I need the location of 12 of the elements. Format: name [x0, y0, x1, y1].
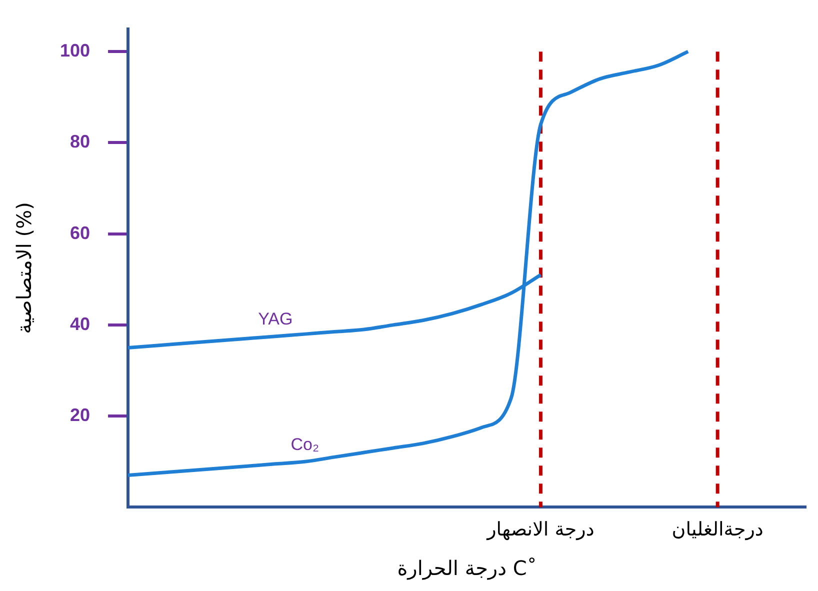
series-label: Co₂ [290, 434, 320, 454]
y-tick-label: 20 [70, 405, 90, 426]
y-tick-label: 60 [70, 222, 90, 243]
y-axis-title: الامتصاصية (%) [12, 202, 36, 334]
x-axis-title: درجة الحرارة C˚ [397, 556, 537, 580]
y-tick-label: 100 [60, 40, 90, 61]
series-label: YAG [258, 310, 293, 329]
x-tick-label: درجة الانصهار [486, 518, 594, 541]
line-series [126, 50, 690, 478]
x-tick-label: درجةالغليان [672, 518, 764, 541]
y-tick-label: 40 [70, 314, 90, 334]
y-tick-label: 80 [70, 132, 90, 152]
